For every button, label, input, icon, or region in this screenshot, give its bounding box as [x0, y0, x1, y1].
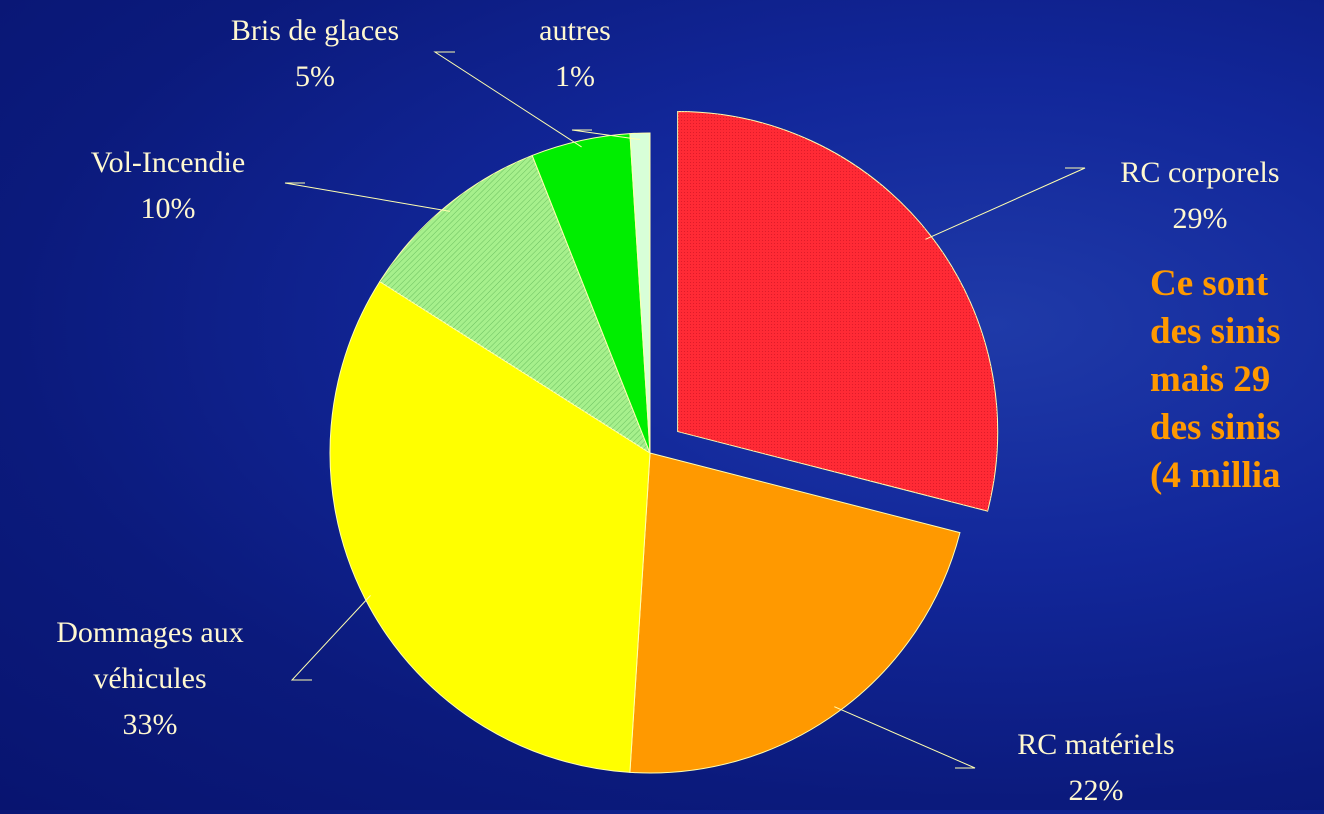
percent-label: 10% — [140, 192, 196, 225]
category-label: autres — [539, 14, 611, 47]
slice-texture — [379, 155, 650, 453]
percent-label: 5% — [295, 60, 335, 93]
slice-label: Dommages aux véhicules 33% — [0, 610, 300, 748]
category-label: Dommages aux véhicules — [56, 616, 244, 695]
slice-label: Bris de glaces 5% — [185, 8, 445, 100]
pie-slice — [629, 452, 961, 774]
percent-label: 22% — [1068, 774, 1124, 807]
category-label: Vol-Incendie — [90, 146, 246, 179]
slice-label: RC matériels 22% — [976, 722, 1216, 814]
annotation: Ce sont — [1150, 263, 1269, 304]
leader-line — [433, 51, 582, 148]
percent-label: 33% — [122, 708, 178, 741]
percent-label: 29% — [1172, 202, 1228, 235]
percent-label: 1% — [555, 60, 595, 93]
leader-line — [925, 167, 1086, 240]
annotation: des sinis — [1150, 407, 1281, 448]
pie-slice — [329, 280, 651, 773]
category-label: RC corporels — [1120, 156, 1280, 189]
leader-line — [834, 706, 976, 769]
category-label: Bris de glaces — [230, 14, 400, 47]
pie-slice — [629, 132, 651, 454]
slice-label: Vol-Incendie 10% — [38, 140, 298, 232]
annotation: (4 millia — [1150, 455, 1281, 496]
leader-line — [290, 595, 371, 681]
slice-label: RC corporels 29% — [1080, 150, 1320, 242]
leader-line — [571, 129, 641, 141]
annotation: des sinis — [1150, 311, 1281, 352]
annotation: mais 29 — [1150, 359, 1271, 400]
leader-line — [284, 182, 451, 212]
slice-texture — [677, 111, 998, 512]
slice-label: autres 1% — [505, 8, 645, 100]
category-label: RC matériels — [1017, 728, 1175, 761]
